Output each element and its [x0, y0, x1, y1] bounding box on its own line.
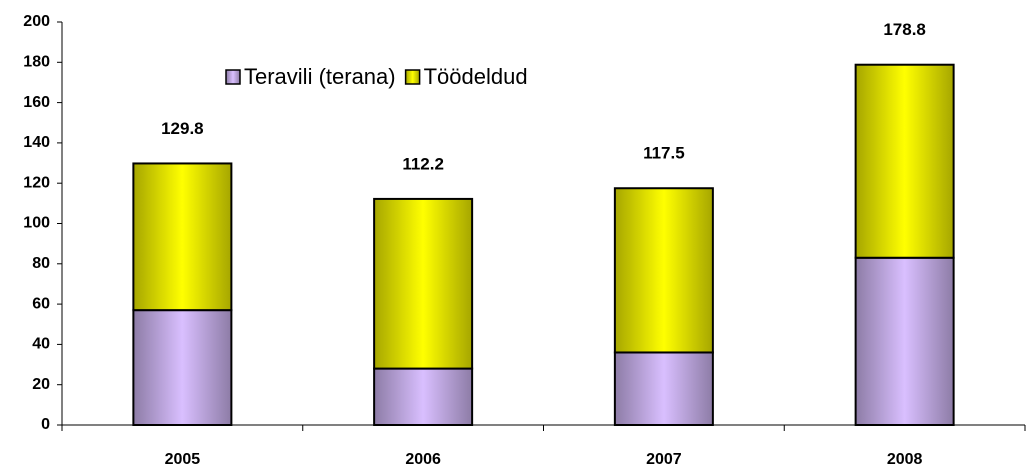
total-label: 117.5 [643, 144, 685, 163]
y-tick-label: 100 [23, 215, 50, 232]
bar-segment [613, 351, 714, 426]
legend-label: Töödeldud [424, 64, 528, 89]
legend-swatch [404, 69, 421, 85]
total-label: 178.8 [883, 20, 926, 39]
legend-label: Teravili (terana) [244, 64, 396, 89]
y-tick-label: 120 [23, 174, 50, 191]
total-label: 129.8 [161, 119, 204, 138]
y-tick-label: 0 [41, 416, 50, 433]
bar-segment [854, 256, 955, 426]
legend-swatch [225, 69, 241, 85]
bar-segment [132, 309, 233, 426]
bar-segment [613, 187, 714, 354]
y-tick-label: 160 [23, 94, 50, 111]
x-tick-label: 2005 [165, 451, 201, 465]
bar-segment [373, 367, 474, 426]
y-tick-label: 20 [32, 376, 50, 393]
y-tick-label: 180 [23, 54, 50, 71]
y-tick-label: 40 [32, 336, 50, 353]
bar-segment [373, 197, 474, 370]
x-tick-label: 2007 [646, 451, 682, 465]
y-tick-label: 140 [23, 134, 50, 151]
y-tick-label: 60 [32, 295, 50, 312]
bar-segment [854, 63, 955, 259]
y-tick-label: 200 [23, 13, 50, 30]
x-tick-label: 2006 [405, 451, 441, 465]
y-tick-label: 80 [32, 255, 50, 272]
x-tick-label: 2008 [887, 451, 923, 465]
total-label: 112.2 [402, 154, 444, 173]
bar-segment [132, 162, 233, 312]
